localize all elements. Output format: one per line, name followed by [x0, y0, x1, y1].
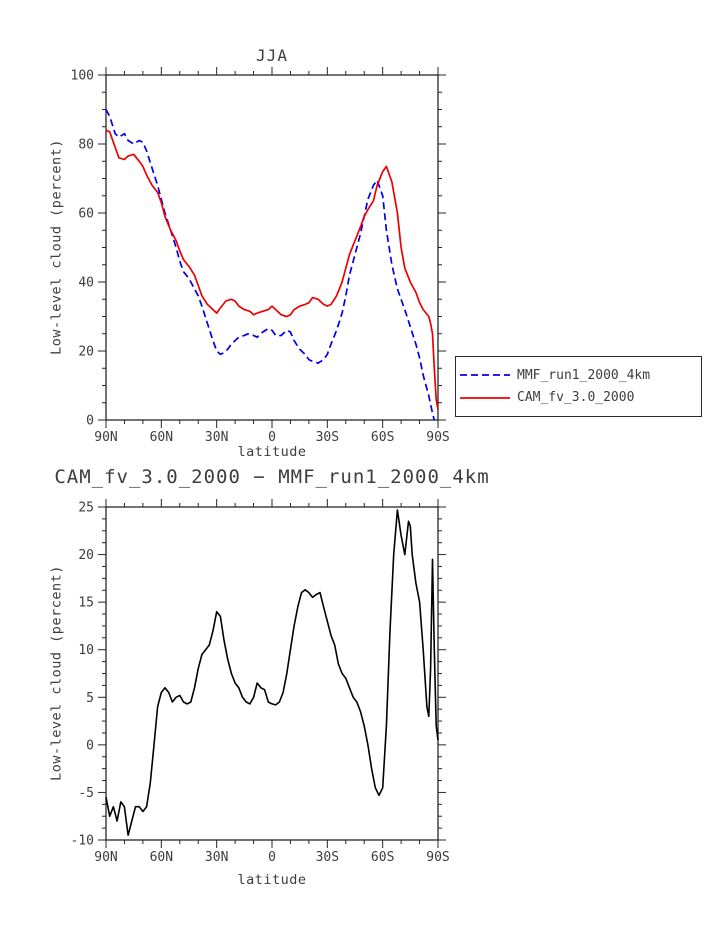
legend-entry-mmf: MMF_run1_2000_4km — [459, 368, 698, 383]
x-tick-label: 90S — [426, 850, 449, 865]
y-tick-label: 10 — [78, 643, 94, 658]
x-tick-label: 30S — [316, 850, 339, 865]
y-tick-label: 5 — [86, 691, 94, 706]
x-tick-label: 30S — [316, 430, 339, 445]
bottom-plot-area: 90N 60N 30N 0 30S 60S 90S -10 -5 0 5 10 15 20 25 — [71, 499, 450, 865]
y-tick-label: 0 — [86, 738, 94, 753]
series-line-difference — [105, 509, 439, 837]
dashed-line-sample-icon — [459, 369, 511, 381]
top-x-axis-label: latitude — [237, 444, 307, 460]
x-tick-label: 90S — [426, 430, 449, 445]
y-tick-label: 20 — [78, 345, 94, 360]
legend-entry-cam: CAM_fv_3.0_2000 — [459, 390, 698, 405]
legend-label-cam: CAM_fv_3.0_2000 — [517, 390, 635, 406]
y-tick-label: 80 — [78, 138, 94, 153]
x-tick-label: 60N — [150, 850, 173, 865]
x-tick-label: 60N — [150, 430, 173, 445]
y-tick-label: 25 — [78, 501, 94, 516]
series-line-mmf-run1-2000-4km — [105, 109, 436, 421]
y-tick-label: 20 — [78, 548, 94, 563]
y-tick-label: -10 — [71, 834, 94, 849]
top-y-axis-label: Low-level cloud (percent) — [48, 139, 65, 355]
bottom-x-axis-label: latitude — [237, 872, 307, 888]
solid-line-sample-icon — [459, 392, 511, 404]
bottom-y-axis-label: Low-level cloud (percent) — [48, 565, 65, 781]
y-tick-label: 0 — [86, 414, 94, 429]
legend-box: MMF_run1_2000_4km CAM_fv_3.0_2000 — [455, 356, 702, 417]
top-chart-title: JJA — [256, 46, 288, 65]
top-plot-area: 90N 60N 30N 0 30S 60S 90S 0 20 40 60 80 100 — [71, 67, 450, 445]
x-tick-label: 0 — [268, 430, 276, 445]
y-tick-label: 60 — [78, 207, 94, 222]
legend-label-mmf: MMF_run1_2000_4km — [517, 367, 651, 383]
y-tick-label: 15 — [78, 596, 94, 611]
series-line-cam-fv-3-0-2000 — [105, 129, 439, 410]
y-tick-label: 100 — [71, 69, 94, 84]
y-tick-label: -5 — [78, 786, 94, 801]
bottom-chart-title: CAM_fv_3.0_2000 − MMF_run1_2000_4km — [54, 466, 490, 488]
x-tick-label: 60S — [371, 430, 394, 445]
x-tick-label: 30N — [205, 850, 228, 865]
x-tick-label: 60S — [371, 850, 394, 865]
y-tick-label: 40 — [78, 276, 94, 291]
x-tick-label: 0 — [268, 850, 276, 865]
x-tick-label: 30N — [205, 430, 228, 445]
x-tick-label: 90N — [94, 850, 117, 865]
x-tick-label: 90N — [94, 430, 117, 445]
